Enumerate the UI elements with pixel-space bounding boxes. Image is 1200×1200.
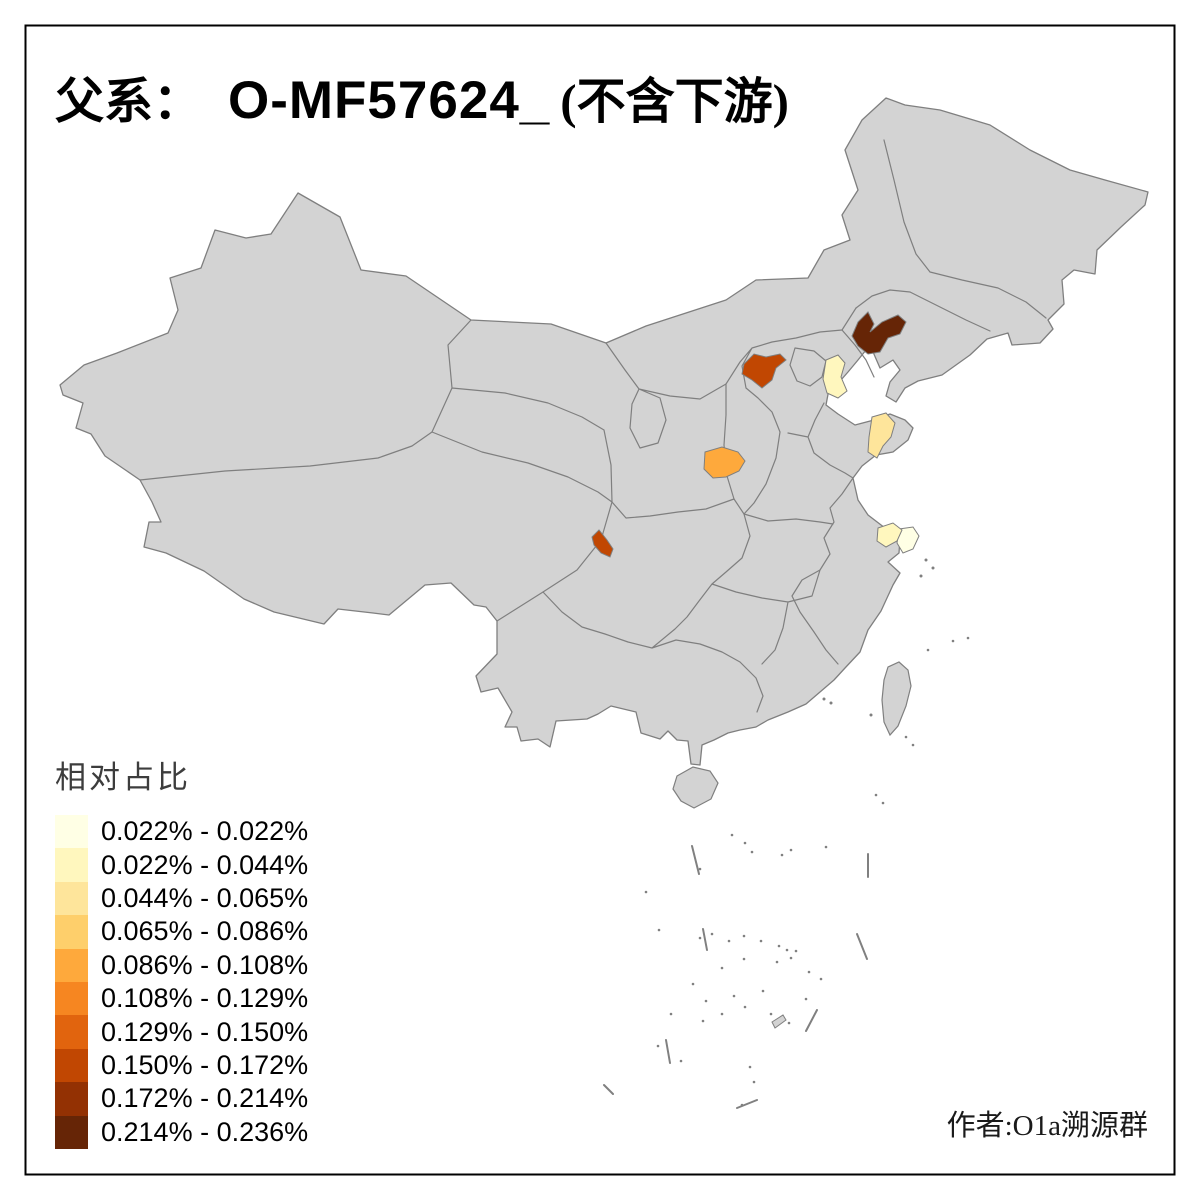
legend-label: 0.150% - 0.172%: [101, 1049, 309, 1080]
legend-label: 0.172% - 0.214%: [101, 1083, 309, 1114]
legend-swatch: [55, 1048, 88, 1083]
legend-label: 0.022% - 0.044%: [101, 849, 309, 880]
legend-label: 0.044% - 0.065%: [101, 882, 309, 913]
highlighted-regions: [591, 311, 920, 558]
legend: 相对占比 0.022% - 0.022% 0.022% - 0.044% 0.0…: [55, 752, 308, 1149]
zhoushan-islets: [822, 558, 935, 717]
legend-swatch: [55, 981, 88, 1016]
legend-row: 0.129% - 0.150%: [55, 1015, 309, 1049]
region-tianjin: [822, 354, 848, 399]
title-suffix: (不含下游): [560, 74, 789, 129]
south-sea-islets: [644, 636, 970, 1107]
legend-swatch: [55, 815, 88, 849]
legend-label: 0.108% - 0.129%: [101, 983, 309, 1014]
legend-row: 0.044% - 0.065%: [55, 881, 309, 916]
legend-swatch: [55, 1115, 88, 1149]
legend-swatch: [55, 1082, 88, 1116]
legend-label: 0.065% - 0.086%: [101, 916, 309, 947]
border-north-central: [605, 307, 857, 515]
legend-row: 0.108% - 0.129%: [55, 981, 309, 1016]
legend-swatch: [55, 915, 88, 949]
legend-row: 0.172% - 0.214%: [55, 1082, 309, 1116]
border-east-mesh: [542, 402, 854, 713]
province-borders: [139, 139, 1047, 713]
legend-label: 0.129% - 0.150%: [101, 1016, 309, 1047]
region-suzhou: [876, 522, 903, 548]
hainan-island: [672, 766, 719, 809]
region-yanan: [703, 446, 746, 479]
author-caption: 作者:O1a溯源群: [946, 1110, 1148, 1142]
legend-row: 0.065% - 0.086%: [55, 915, 309, 949]
legend-row: 0.086% - 0.108%: [55, 948, 309, 982]
region-qingdao: [867, 412, 896, 459]
legend-title: 相对占比: [55, 760, 191, 795]
small-gray-island: [771, 1014, 787, 1029]
title-prefix: 父系：: [55, 74, 203, 129]
legend-swatch: [55, 881, 88, 916]
legend-swatch: [55, 948, 88, 982]
border-beijing: [789, 347, 827, 387]
border-west-provinces: [139, 319, 613, 622]
region-shanghai: [896, 526, 920, 554]
legend-swatch: [55, 848, 88, 882]
legend-label: 0.214% - 0.236%: [101, 1116, 309, 1147]
region-deyang: [591, 529, 614, 558]
border-northeast: [841, 139, 1047, 378]
frame-border: [24, 24, 1176, 1176]
legend-row: 0.150% - 0.172%: [55, 1048, 309, 1083]
legend-swatch: [55, 1015, 88, 1049]
legend-label: 0.022% - 0.022%: [101, 816, 309, 847]
legend-row: 0.022% - 0.044%: [55, 848, 309, 882]
title-haplogroup-code: O-MF57624_: [228, 71, 551, 130]
taiwan-island: [881, 661, 912, 737]
region-shenyang: [851, 311, 907, 355]
dash-line-segments: [603, 845, 869, 1109]
map-title: 父系： O-MF57624_ (不含下游): [55, 62, 789, 133]
region-zhangjiakou: [741, 353, 787, 389]
legend-row: 0.022% - 0.022%: [55, 815, 309, 849]
legend-row: 0.214% - 0.236%: [55, 1115, 309, 1149]
legend-label: 0.086% - 0.108%: [101, 949, 309, 980]
